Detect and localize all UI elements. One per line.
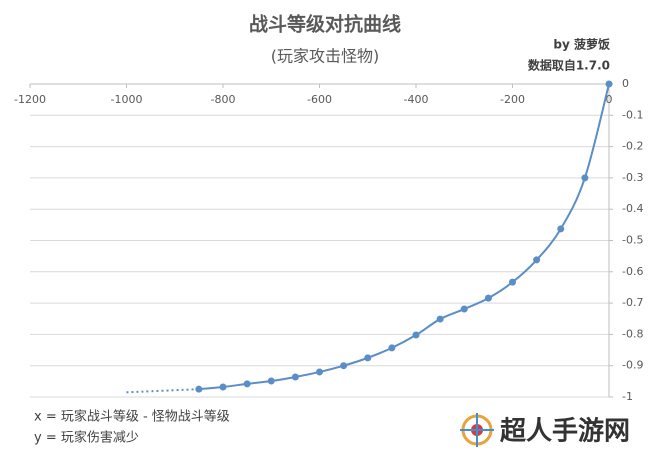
point [388, 344, 396, 352]
annotation: by 菠萝饭 [553, 37, 610, 52]
x-tick-label: -1000 [111, 93, 143, 106]
watermark: 超人手游网 [500, 417, 630, 447]
point [316, 368, 323, 376]
y-tick-label: -0.3 [622, 171, 643, 184]
x-tick-label: -1200 [14, 93, 46, 106]
x-tick-label: -400 [404, 93, 429, 106]
y-tick-label: -0.8 [622, 327, 643, 340]
y-tick-label: -0.1 [622, 108, 643, 121]
point [340, 362, 348, 370]
x-tick-label: -600 [307, 93, 332, 106]
point [533, 256, 541, 264]
line [198, 83, 610, 391]
point [484, 294, 492, 302]
point [460, 305, 468, 313]
y-tick-label: -0.6 [622, 265, 643, 278]
point [581, 174, 589, 182]
point [557, 225, 565, 233]
y-tick-label: -0.7 [622, 296, 643, 309]
point [509, 278, 516, 286]
x-tick-label: -200 [500, 93, 525, 106]
point [243, 380, 251, 388]
annotation: y = 玩家伤害减少 [34, 430, 139, 446]
y-tick-label: -0.4 [622, 202, 643, 215]
point [412, 331, 420, 339]
chart-title: 战斗等级对抗曲线 [249, 13, 401, 36]
annotation: x = 玩家战斗等级 - 怪物战斗等级 [34, 409, 230, 425]
x-tick-label: -800 [211, 93, 236, 106]
chart-subtitle: (玩家攻击怪物) [271, 47, 380, 66]
y-tick-label: -0.2 [622, 140, 643, 153]
line [126, 388, 199, 394]
annotation: 数据取自1.7.0 [528, 58, 610, 73]
x-tick-label: 0 [606, 93, 613, 106]
point [436, 315, 444, 323]
y-tick-label: -0.9 [622, 359, 643, 372]
point [219, 383, 227, 391]
point [364, 354, 372, 362]
point [291, 373, 299, 381]
point [267, 377, 275, 385]
watermark-icon [460, 413, 494, 447]
y-tick-label: -0.5 [622, 234, 643, 247]
point [195, 385, 203, 393]
y-tick-label: -1 [622, 390, 633, 403]
y-tick-label: 0 [622, 77, 629, 90]
point [605, 80, 613, 88]
